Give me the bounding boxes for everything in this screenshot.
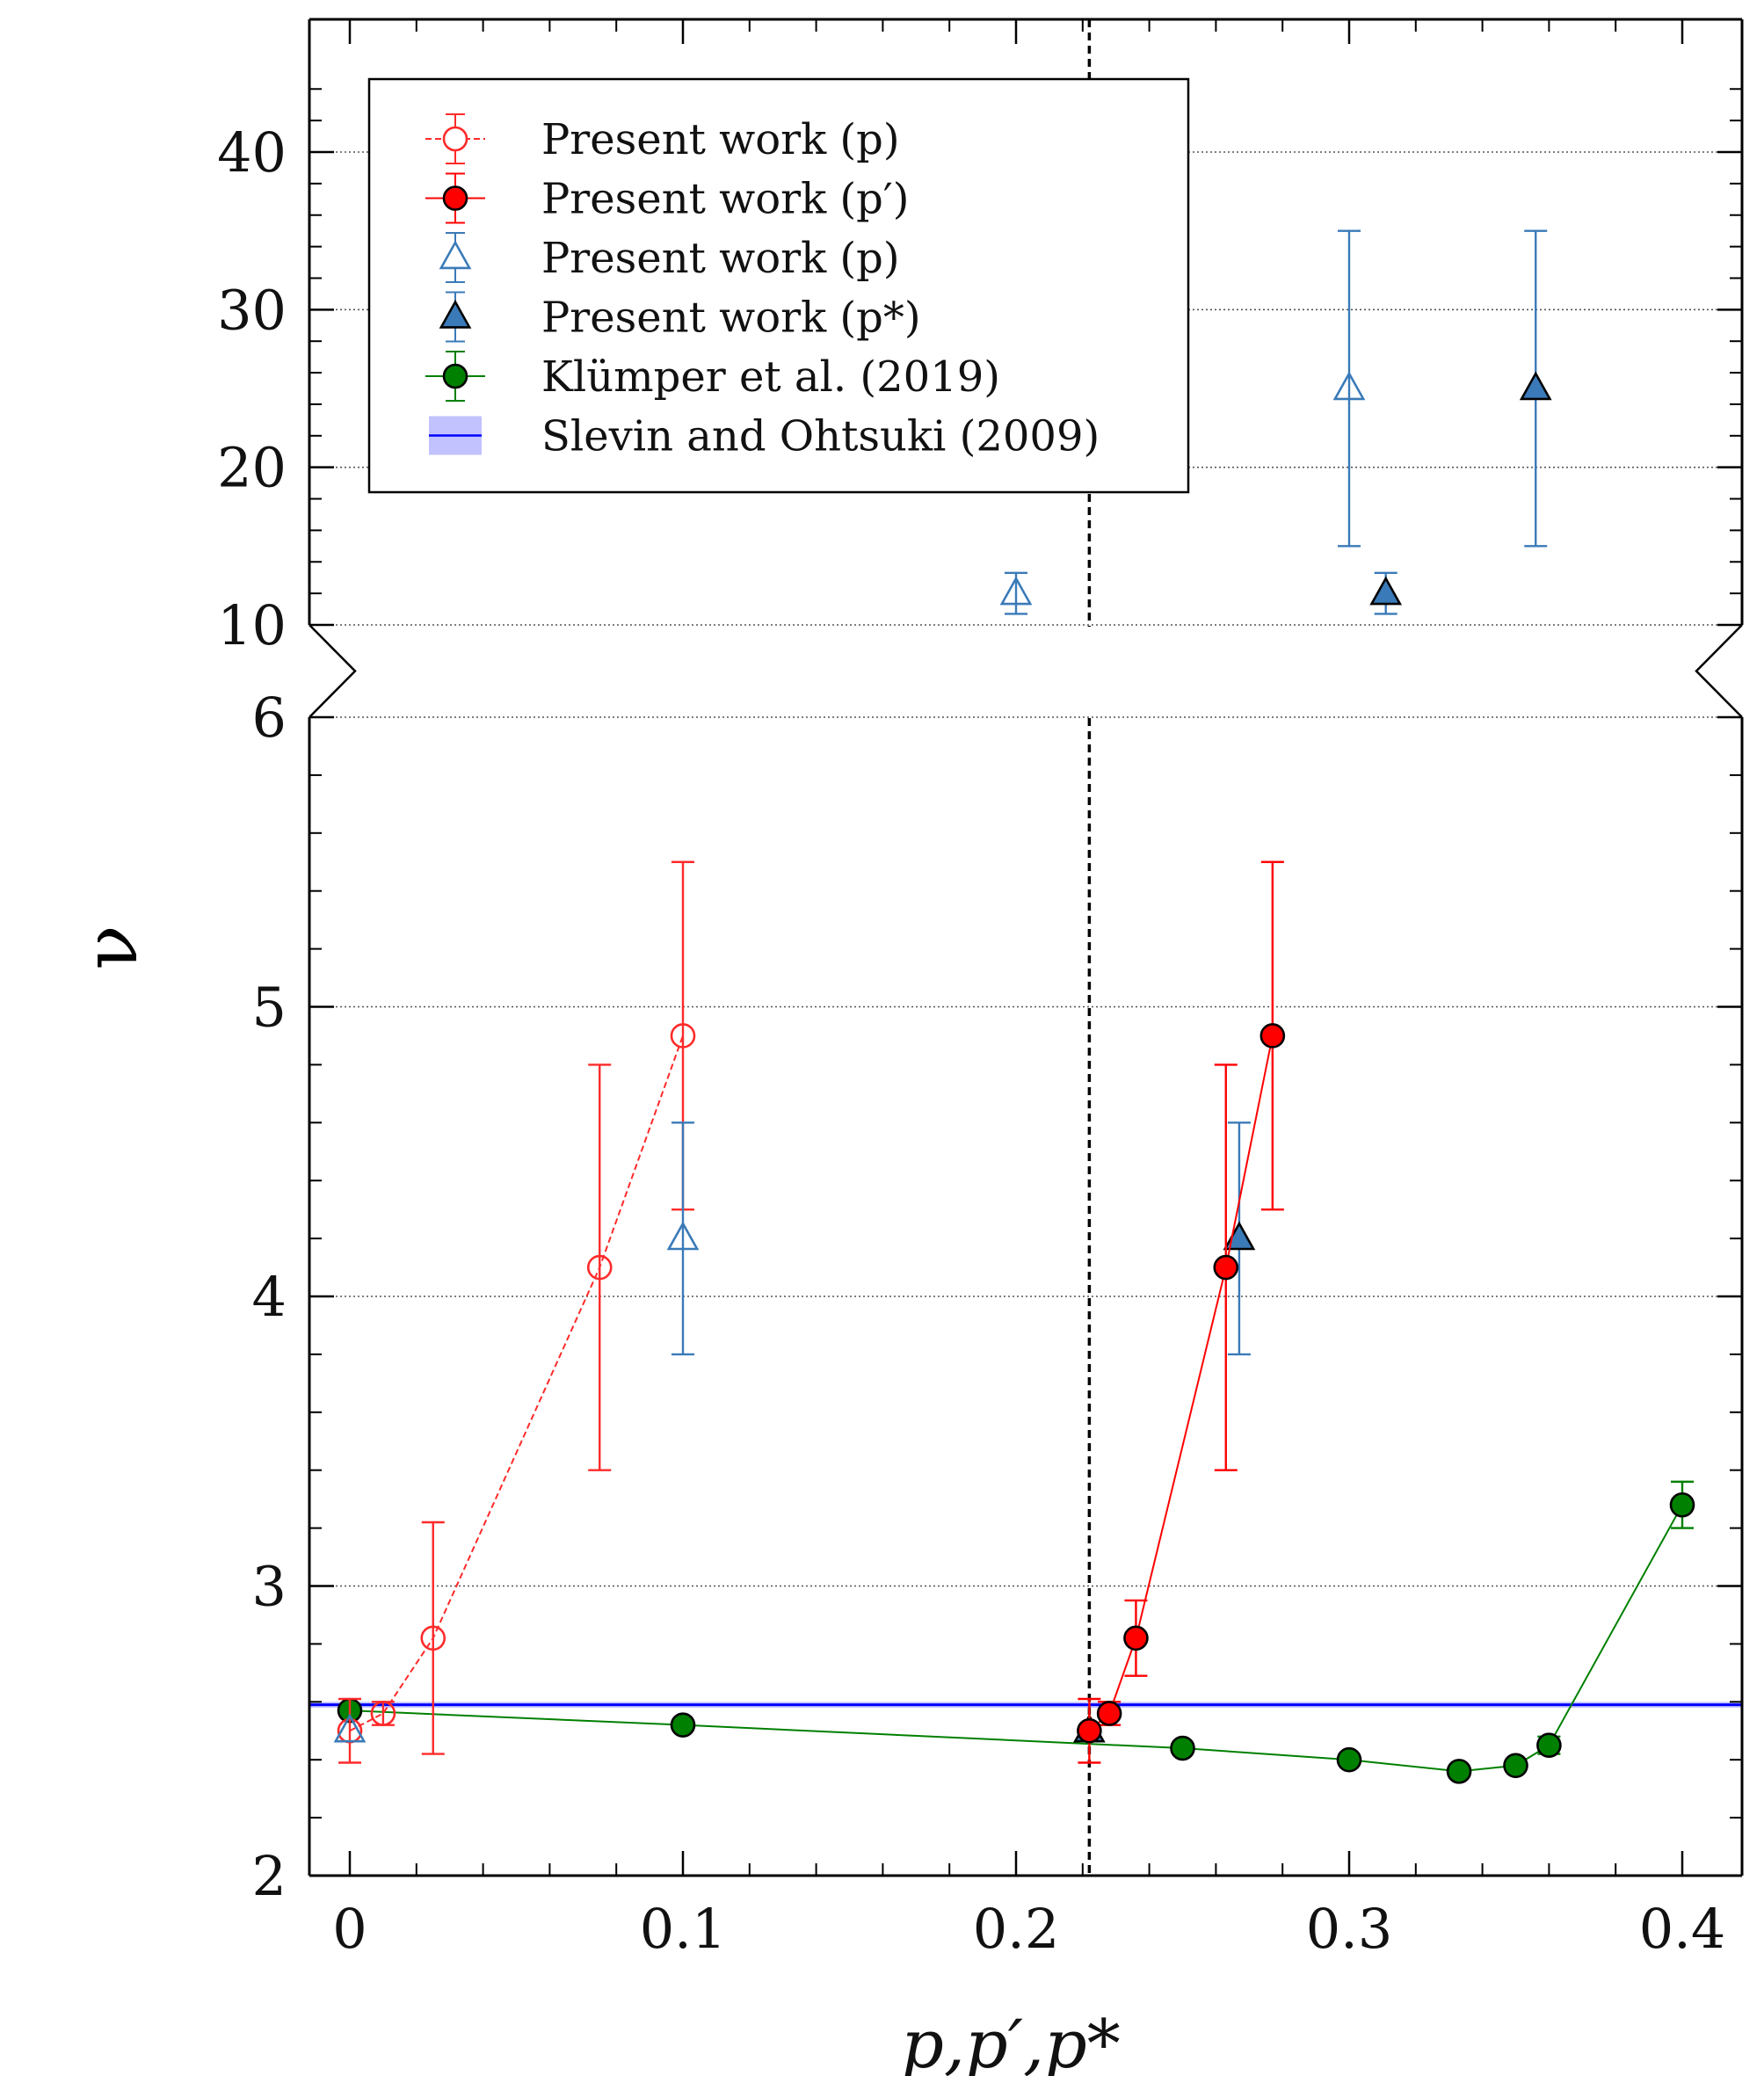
- series-layer: [333, 229, 1695, 1784]
- axes: 0 0.1 0.2 0.3 0.4 2 3 4 5 6 10 20 30 40: [217, 18, 1744, 1961]
- legend-item: Slevin and Ohtsuki (2009): [429, 412, 1100, 461]
- legend-marker: [442, 185, 468, 211]
- legend-marker: [439, 240, 472, 270]
- klumper-point: [1170, 1735, 1195, 1761]
- legend-label: Present work (p′): [541, 175, 910, 224]
- x-tick-label: 0.1: [640, 1897, 727, 1961]
- legend-marker: [442, 126, 468, 152]
- present-pstar-point: [1519, 371, 1552, 401]
- y-tick-label: 5: [252, 976, 287, 1040]
- legend-item: Present work (p): [439, 232, 900, 283]
- x-tick-label: 0.2: [973, 1897, 1060, 1961]
- present-pprime-point: [1259, 1023, 1286, 1049]
- y-tick-label: 20: [217, 436, 287, 500]
- present-pprime-point: [1123, 1625, 1149, 1651]
- legend-label: Slevin and Ohtsuki (2009): [541, 412, 1100, 461]
- klumper-point: [1336, 1746, 1362, 1773]
- present-p-point: [420, 1625, 446, 1651]
- y-tick-label: 40: [217, 120, 287, 185]
- x-tick-label: 0.3: [1306, 1897, 1393, 1961]
- legend-box: [367, 77, 1190, 494]
- legend-label: Present work (p): [541, 115, 900, 164]
- klumper-point: [670, 1712, 696, 1738]
- present-p-errorbar: [421, 1521, 445, 1755]
- legend-marker: [442, 363, 468, 389]
- present-p-errorbar: [588, 1063, 612, 1471]
- y-tick-label: 10: [217, 593, 287, 657]
- x-tick-label: 0: [332, 1897, 367, 1961]
- x-axis-label: p,p′,p*: [901, 2005, 1121, 2076]
- legend-label: Present work (p): [541, 234, 900, 283]
- y-tick-label: 4: [252, 1265, 287, 1329]
- x-tick-label: 0.4: [1639, 1897, 1726, 1961]
- present-p-point: [670, 1023, 696, 1049]
- y-tick-label: 2: [252, 1844, 287, 1908]
- legend-item: Present work (p′): [425, 172, 910, 224]
- present-pprime-point: [1077, 1717, 1102, 1744]
- present-pprime-point: [1096, 1701, 1122, 1726]
- y-tick-label: 30: [217, 278, 287, 342]
- legend-item: Present work (p*): [439, 291, 921, 343]
- present-p-tri-errorbar: [1338, 229, 1361, 548]
- axis-break-left: [309, 624, 357, 718]
- present-pstar-point: [1369, 576, 1403, 606]
- present-p-point: [586, 1254, 613, 1281]
- present-p-tri-point: [999, 576, 1033, 606]
- y-axis-label: ν: [68, 925, 154, 969]
- present-p-tri-point: [333, 1713, 367, 1743]
- legend-item: Klümper et al. (2019): [425, 351, 1000, 402]
- y-tick-label: 3: [252, 1555, 287, 1619]
- present-p-tri-point: [666, 1221, 700, 1251]
- axis-break-gap: [309, 627, 1742, 715]
- reference-layer: [309, 19, 1742, 1876]
- y-tick-label: 6: [252, 686, 287, 750]
- legend-label: Present work (p*): [541, 294, 921, 343]
- present-p-tri-errorbar: [671, 1121, 694, 1356]
- legend-label: Klümper et al. (2019): [541, 352, 1000, 402]
- legend-marker: [439, 299, 472, 329]
- present-p-tri-point: [1332, 371, 1366, 401]
- present-p-errorbar: [338, 1697, 361, 1764]
- klumper-point: [1446, 1759, 1472, 1784]
- klumper-point: [1503, 1753, 1528, 1779]
- legend: Present work (p) Present work (p′) Present…: [367, 77, 1190, 494]
- legend-item: Present work (p): [425, 113, 900, 164]
- klumper-point: [1536, 1732, 1562, 1759]
- present-p-point: [370, 1701, 396, 1726]
- klumper-point: [1669, 1492, 1695, 1518]
- present-pprime-point: [1213, 1254, 1239, 1281]
- axis-break-right: [1695, 624, 1743, 718]
